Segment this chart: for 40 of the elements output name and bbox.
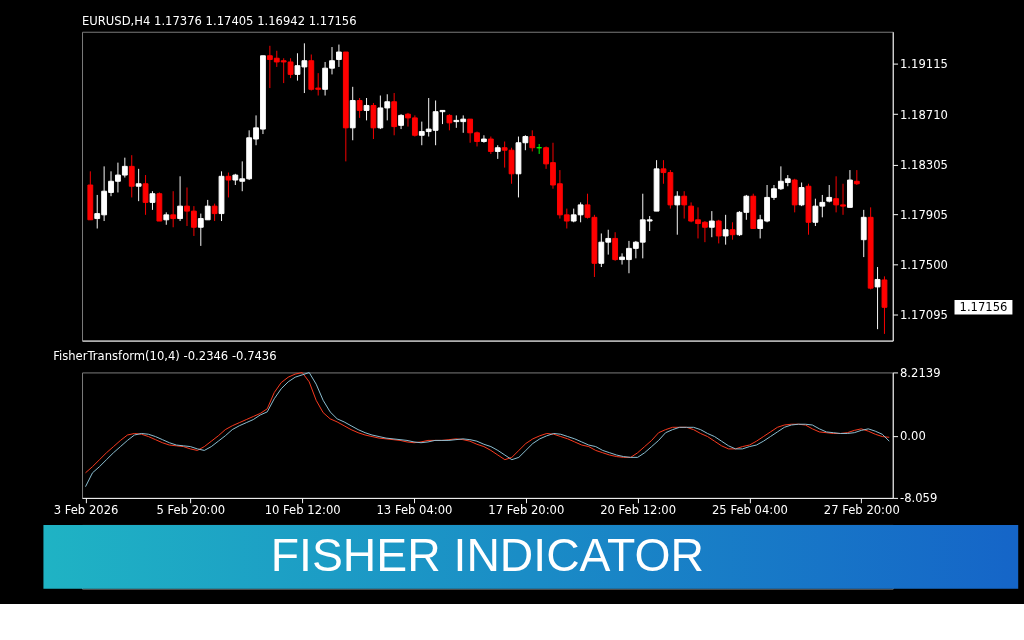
text: 1.17156 (959, 300, 1008, 315)
y-tick-label: 1.17095 (899, 308, 948, 323)
y-tick-label: 1.17500 (899, 257, 948, 272)
candlestick (177, 175, 183, 222)
candlestick (128, 154, 135, 198)
candlestick (170, 190, 177, 228)
y-tick-label: 0.00 (899, 429, 926, 444)
x-tick-label: 13 Feb 04:00 (376, 502, 453, 517)
candlestick (142, 174, 149, 216)
y-tick-label: 8.2139 (899, 365, 941, 380)
x-tick-label: 27 Feb 20:00 (823, 502, 900, 517)
candlestick (135, 168, 142, 202)
candlestick (708, 210, 715, 238)
candlestick (149, 190, 156, 211)
y-tick-label: 1.17905 (899, 207, 948, 222)
y-tick-label: 1.19115 (899, 57, 948, 72)
candlestick (356, 97, 363, 119)
y-tick-label: 1.18305 (899, 157, 948, 172)
candlestick (874, 266, 881, 330)
chart-title: EURUSD,H4 1.17376 1.17405 1.16942 1.17156 (82, 14, 357, 29)
candlestick (674, 190, 681, 236)
x-tick-label: 25 Feb 04:00 (711, 502, 788, 517)
chart-title: FisherTransform(10,4) -0.2346 -0.7436 (53, 348, 277, 363)
candlestick (860, 209, 867, 258)
candlestick (336, 44, 342, 68)
candlestick (529, 129, 536, 152)
candlestick (481, 134, 487, 144)
x-tick-label: 17 Feb 20:00 (488, 502, 565, 517)
x-tick-label: 10 Feb 12:00 (264, 502, 341, 517)
x-tick-label: 3 Feb 2026 (53, 502, 119, 517)
x-tick-label: 20 Feb 12:00 (600, 502, 677, 517)
y-tick-label: 1.18710 (899, 107, 948, 122)
candlestick (370, 102, 377, 140)
candlestick (612, 231, 619, 262)
x-tick-label: 5 Feb 20:00 (156, 502, 226, 517)
candlestick (722, 214, 729, 246)
candlestick (363, 97, 370, 121)
candlestick (225, 172, 232, 198)
y-tick-label: -8.059 (899, 491, 938, 506)
text: FISHER INDICATOR (270, 529, 704, 582)
